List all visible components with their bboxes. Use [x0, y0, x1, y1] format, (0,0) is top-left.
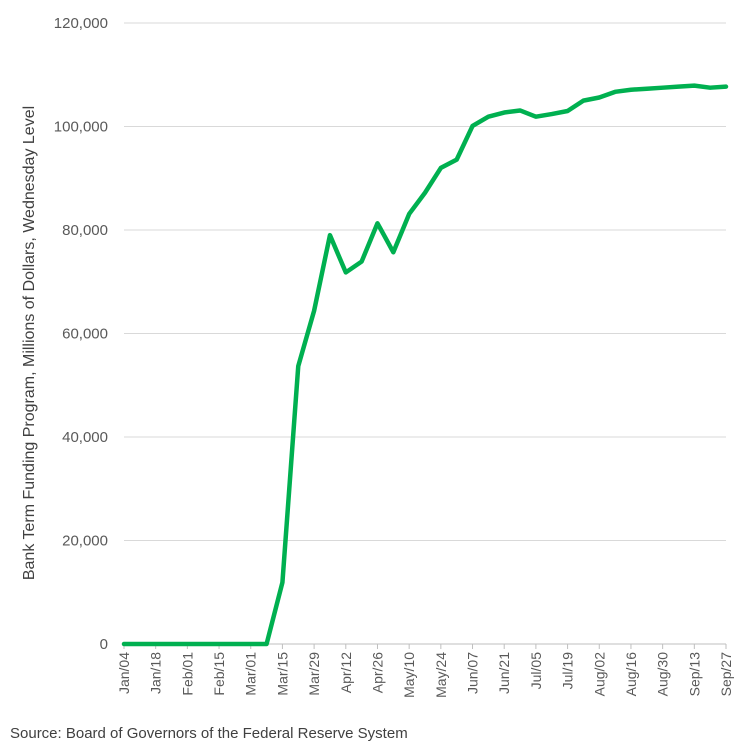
- x-tick-label: Sep/13: [686, 652, 702, 697]
- x-tick-label: Aug/16: [623, 652, 639, 697]
- y-axis-ticks: 0 20,000 40,000 60,000 80,000 100,000 120,000: [54, 15, 108, 653]
- x-tick-label: Feb/15: [211, 652, 227, 696]
- y-tick-label: 80,000: [62, 222, 108, 239]
- x-tick-label: Jan/18: [148, 652, 164, 694]
- x-tick-label: Jul/05: [528, 652, 544, 690]
- y-tick-label: 0: [100, 636, 108, 653]
- x-axis-ticks: Jan/04 Jan/18 Feb/01 Feb/15 Mar/01 Mar/15 Mar/…: [116, 652, 734, 698]
- y-axis-label: Bank Term Funding Program, Millions of D…: [21, 106, 38, 580]
- x-tick-label: Jan/04: [116, 652, 132, 694]
- x-tick-label: Mar/29: [306, 652, 322, 696]
- x-tick-label: Mar/15: [274, 652, 290, 696]
- x-tick-label: Mar/01: [243, 652, 259, 696]
- x-tick-label: May/10: [401, 652, 417, 698]
- series-group: [121, 83, 729, 647]
- y-tick-label: 60,000: [62, 326, 108, 343]
- x-tick-label: Aug/30: [655, 652, 671, 697]
- x-tick-label: Feb/01: [179, 652, 195, 696]
- x-tick-label: Apr/12: [338, 652, 354, 693]
- x-tick-label: Jun/21: [496, 652, 512, 694]
- gridlines: [124, 22, 726, 541]
- series-line: [121, 83, 729, 647]
- x-tick-label: Sep/27: [718, 652, 734, 697]
- y-tick-label: 20,000: [62, 533, 108, 550]
- source-note: Source: Board of Governors of the Federa…: [10, 725, 408, 742]
- y-tick-label: 40,000: [62, 429, 108, 446]
- y-tick-label: 120,000: [54, 15, 108, 32]
- y-tick-label: 100,000: [54, 119, 108, 136]
- x-tick-label: Aug/02: [591, 652, 607, 697]
- x-tick-label: May/24: [433, 652, 449, 698]
- x-tick-label: Jun/07: [465, 652, 481, 694]
- x-tick-label: Apr/26: [369, 652, 385, 693]
- x-tick-label: Jul/19: [560, 652, 576, 690]
